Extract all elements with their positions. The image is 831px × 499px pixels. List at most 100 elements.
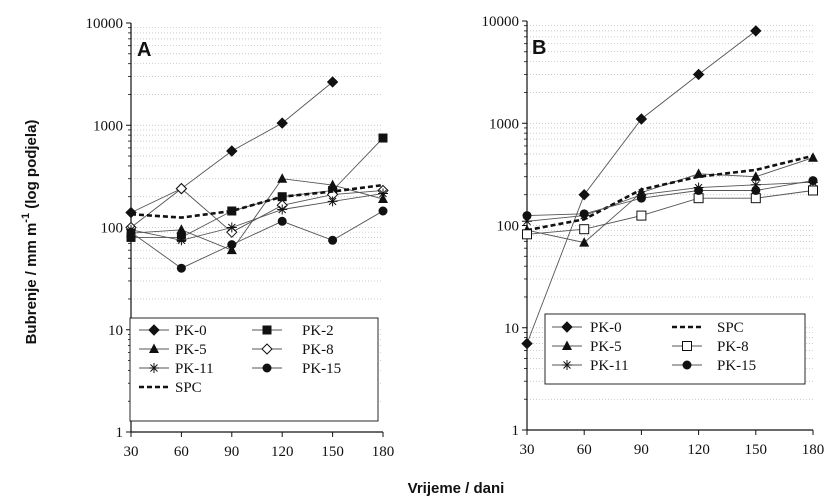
x-tick-label: 90 xyxy=(224,444,239,460)
data-point xyxy=(635,113,648,125)
data-point xyxy=(750,25,762,37)
legend-item: PK-5 xyxy=(552,339,622,355)
data-point xyxy=(636,193,646,203)
legend-marker xyxy=(682,341,692,351)
series-pk-0 xyxy=(521,25,762,350)
x-tick-label: 180 xyxy=(372,444,395,460)
legend-label: PK-8 xyxy=(302,342,334,358)
x-tick-label: 60 xyxy=(577,442,592,458)
data-point xyxy=(579,237,590,247)
legend-label: SPC xyxy=(717,320,744,336)
legend-marker xyxy=(149,343,159,353)
legend-marker xyxy=(682,360,692,370)
data-point xyxy=(326,76,339,88)
y-axis-title: Bubrenje / mm m-1 (log podjela) xyxy=(20,120,40,345)
data-point xyxy=(126,227,136,237)
data-point xyxy=(750,193,761,204)
y-tick-label: 10 xyxy=(504,321,519,337)
series-line xyxy=(130,193,384,241)
legend-item: PK-11 xyxy=(552,358,629,374)
legend-marker xyxy=(262,363,272,373)
legend-marker xyxy=(561,321,573,333)
legend-marker xyxy=(562,360,572,370)
legend-marker xyxy=(261,343,273,355)
y-tick-label: 100 xyxy=(101,221,124,237)
x-tick-label: 180 xyxy=(802,442,825,458)
x-axis-title: Vrijeme / dani xyxy=(408,480,505,497)
data-point xyxy=(126,232,136,242)
y-tick-label: 1 xyxy=(116,425,124,441)
x-tick-label: 150 xyxy=(745,442,768,458)
legend-label: PK-11 xyxy=(590,358,629,374)
y-axis-title-sup: -1 xyxy=(20,213,32,223)
data-point xyxy=(327,179,338,190)
legend-label: PK-0 xyxy=(175,323,207,339)
legend-item: PK-15 xyxy=(252,361,341,377)
y-tick-label: 1000 xyxy=(93,118,123,134)
data-point xyxy=(751,185,761,195)
data-point xyxy=(693,193,704,204)
legend-item: PK-2 xyxy=(252,323,334,339)
x-tick-label: 30 xyxy=(520,442,535,458)
x-tick-label: 120 xyxy=(271,444,294,460)
data-point xyxy=(327,196,338,207)
data-point xyxy=(328,235,338,245)
legend-label: PK-11 xyxy=(175,361,214,377)
y-tick-label: 10000 xyxy=(86,16,124,32)
series-pk-8 xyxy=(125,182,389,238)
legend-marker xyxy=(148,324,160,336)
data-point xyxy=(636,210,647,221)
y-tick-label: 1 xyxy=(512,423,520,439)
series-line xyxy=(526,190,814,235)
legend-box xyxy=(544,313,806,385)
legend-item: PK-0 xyxy=(552,320,622,336)
series-line xyxy=(130,210,384,269)
data-point xyxy=(579,209,589,219)
data-point xyxy=(378,206,388,216)
data-point xyxy=(277,216,287,226)
series-pk-15 xyxy=(522,176,818,221)
y-tick-label: 100 xyxy=(497,219,520,235)
legend-box xyxy=(129,317,379,422)
panel-label: B xyxy=(532,37,546,59)
data-point xyxy=(521,337,533,350)
y-axis-title-main: Bubrenje / mm m xyxy=(23,223,40,345)
x-tick-label: 120 xyxy=(687,442,710,458)
data-point xyxy=(227,240,237,250)
y-tick-label: 10000 xyxy=(482,14,520,30)
data-point xyxy=(750,179,761,190)
series-line xyxy=(131,137,384,238)
series-spc xyxy=(130,183,384,219)
legend-item: PK-15 xyxy=(672,358,756,374)
series-line xyxy=(130,188,384,233)
data-point xyxy=(750,171,761,181)
data-point xyxy=(175,182,188,195)
data-point xyxy=(378,188,388,199)
data-point xyxy=(522,216,532,227)
series-pk-15 xyxy=(126,206,388,273)
series-line xyxy=(526,180,814,217)
legend-marker xyxy=(262,325,272,335)
y-tick-label: 10 xyxy=(108,323,123,339)
legend-label: SPC xyxy=(175,380,202,396)
data-point xyxy=(277,204,288,215)
series-line xyxy=(130,178,384,251)
legend: PK-0 PK-2 PK-5 PK-8 PK-11 PK-15 SPC xyxy=(129,317,379,422)
legend-label: PK-15 xyxy=(302,361,341,377)
legend: PK-0 SPC PK-5 PK-8 PK-11 PK-15 xyxy=(544,313,806,385)
series-spc xyxy=(526,154,814,232)
legend-item: SPC xyxy=(672,320,744,336)
data-point xyxy=(226,244,237,255)
data-point xyxy=(276,117,288,129)
data-point xyxy=(579,224,590,235)
y-axis-title-suffix: (log podjela) xyxy=(23,120,40,213)
data-point xyxy=(176,235,187,246)
data-point xyxy=(694,185,704,195)
series-line xyxy=(130,183,384,219)
data-point xyxy=(226,222,237,233)
series-pk-11 xyxy=(522,177,818,227)
series-pk-2 xyxy=(126,133,388,242)
legend-item: SPC xyxy=(139,380,202,396)
legend-label: PK-5 xyxy=(590,339,622,355)
data-point xyxy=(226,145,238,157)
